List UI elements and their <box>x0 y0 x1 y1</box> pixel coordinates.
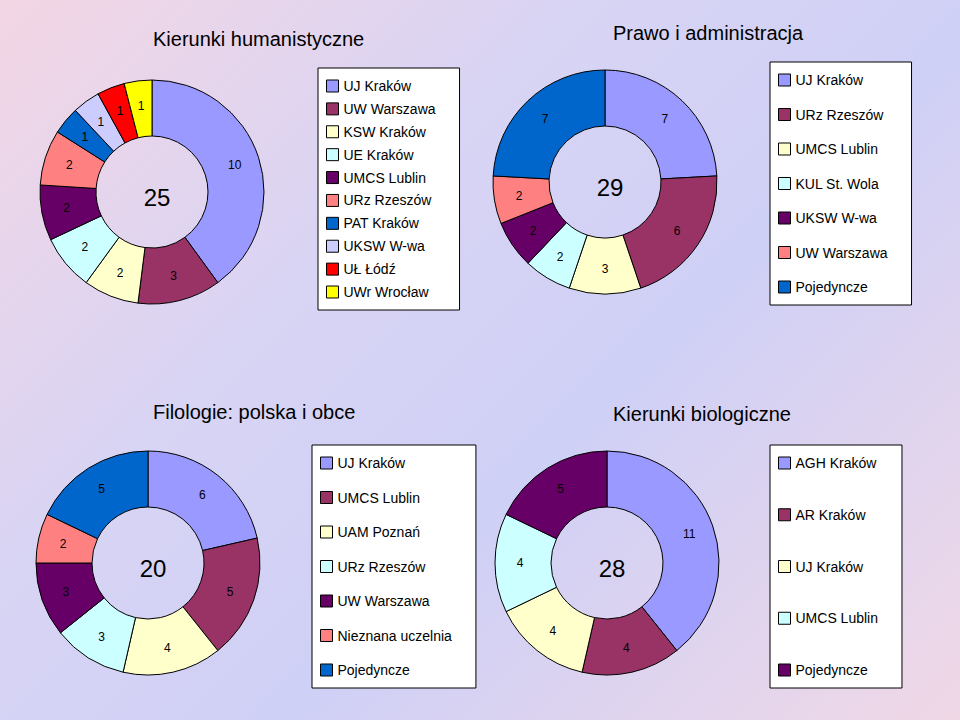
svg-text:PAT Kraków: PAT Kraków <box>344 215 420 231</box>
svg-text:25: 25 <box>144 184 171 211</box>
svg-text:4: 4 <box>549 624 556 638</box>
svg-text:28: 28 <box>599 555 626 582</box>
svg-text:2: 2 <box>66 158 73 172</box>
svg-text:UWr Wrocław: UWr Wrocław <box>344 284 430 300</box>
svg-text:3: 3 <box>602 262 609 276</box>
svg-text:AGH Kraków: AGH Kraków <box>796 455 878 471</box>
svg-text:6: 6 <box>199 488 206 502</box>
svg-text:URz Rzeszów: URz Rzeszów <box>796 107 885 123</box>
svg-text:2: 2 <box>82 240 89 254</box>
svg-text:11: 11 <box>683 527 696 541</box>
svg-text:3: 3 <box>98 630 105 644</box>
svg-text:UW Warszawa: UW Warszawa <box>796 245 888 261</box>
svg-text:UMCS Lublin: UMCS Lublin <box>796 141 878 157</box>
svg-text:URz Rzeszów: URz Rzeszów <box>344 192 433 208</box>
svg-text:1: 1 <box>98 115 105 129</box>
svg-text:KSW Kraków: KSW Kraków <box>344 124 427 140</box>
svg-text:4: 4 <box>517 556 524 570</box>
svg-text:7: 7 <box>661 112 668 126</box>
svg-text:UJ Kraków: UJ Kraków <box>338 455 407 471</box>
svg-text:Prawo i administracja: Prawo i administracja <box>613 22 804 44</box>
svg-text:AR Kraków: AR Kraków <box>796 507 867 523</box>
svg-text:Filologie: polska i obce: Filologie: polska i obce <box>153 401 355 423</box>
svg-text:7: 7 <box>542 112 549 126</box>
svg-text:3: 3 <box>170 269 177 283</box>
svg-text:2: 2 <box>530 224 537 238</box>
svg-text:KUL St. Wola: KUL St. Wola <box>796 176 879 192</box>
svg-text:1: 1 <box>138 99 145 113</box>
svg-text:UMCS Lublin: UMCS Lublin <box>344 170 426 186</box>
svg-text:UJ Kraków: UJ Kraków <box>796 559 865 575</box>
svg-text:Pojedyncze: Pojedyncze <box>338 662 411 678</box>
svg-text:2: 2 <box>516 189 523 203</box>
svg-text:20: 20 <box>140 555 167 582</box>
svg-text:Pojedyncze: Pojedyncze <box>796 662 869 678</box>
svg-text:UE Kraków: UE Kraków <box>344 147 415 163</box>
svg-text:Nieznana uczelnia: Nieznana uczelnia <box>338 628 453 644</box>
svg-text:Pojedyncze: Pojedyncze <box>796 279 869 295</box>
svg-text:2: 2 <box>60 537 67 551</box>
svg-text:UW Warszawa: UW Warszawa <box>344 101 436 117</box>
svg-text:UKSW W-wa: UKSW W-wa <box>344 238 426 254</box>
svg-text:URz Rzeszów: URz Rzeszów <box>338 559 427 575</box>
svg-text:UW Warszawa: UW Warszawa <box>338 593 430 609</box>
svg-text:Kierunki humanistyczne: Kierunki humanistyczne <box>153 28 364 50</box>
svg-text:4: 4 <box>623 641 630 655</box>
svg-text:UAM Poznań: UAM Poznań <box>338 524 420 540</box>
svg-text:UJ Kraków: UJ Kraków <box>344 78 413 94</box>
svg-text:5: 5 <box>98 482 105 496</box>
svg-text:UKSW W-wa: UKSW W-wa <box>796 210 878 226</box>
svg-text:3: 3 <box>63 585 70 599</box>
svg-text:2: 2 <box>557 250 564 264</box>
svg-text:1: 1 <box>82 130 89 144</box>
svg-text:UMCS Lublin: UMCS Lublin <box>796 610 878 626</box>
svg-text:4: 4 <box>164 641 171 655</box>
svg-text:6: 6 <box>674 224 681 238</box>
svg-text:UJ Kraków: UJ Kraków <box>796 72 865 88</box>
svg-text:2: 2 <box>117 266 124 280</box>
svg-text:1: 1 <box>117 104 124 118</box>
svg-text:5: 5 <box>227 585 234 599</box>
svg-text:UMCS Lublin: UMCS Lublin <box>338 490 420 506</box>
svg-text:UŁ Łódź: UŁ Łódź <box>344 261 396 277</box>
svg-text:5: 5 <box>557 482 564 496</box>
svg-text:10: 10 <box>228 158 242 172</box>
svg-text:29: 29 <box>597 174 624 201</box>
svg-text:Kierunki biologiczne: Kierunki biologiczne <box>613 403 791 425</box>
svg-text:2: 2 <box>63 201 70 215</box>
